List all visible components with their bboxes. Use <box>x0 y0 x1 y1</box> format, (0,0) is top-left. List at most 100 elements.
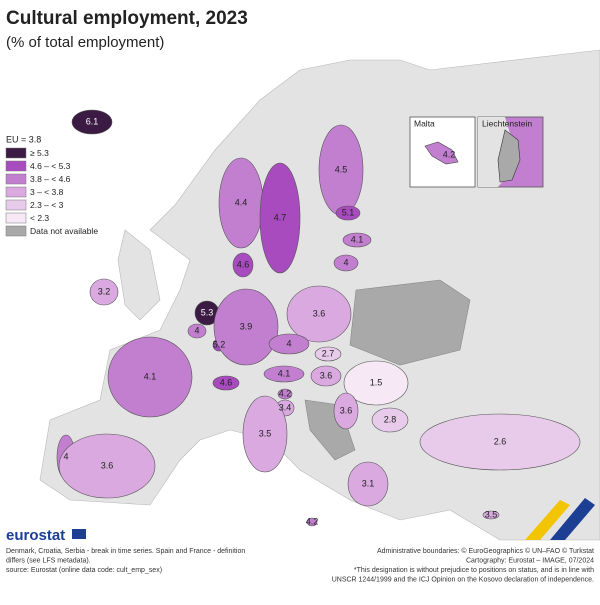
legend-swatch <box>5 173 27 185</box>
inset-title: Liechtenstein <box>482 118 532 128</box>
region <box>342 232 372 248</box>
legend-swatch <box>5 199 27 211</box>
value-label: 4.1 <box>278 368 291 378</box>
region <box>310 365 342 387</box>
footer-credit: Cartography: Eurostat – IMAGE, 07/2024 <box>466 557 594 564</box>
footer-credit: *This designation is without prejudice t… <box>354 567 594 574</box>
footer-note: differs (see LFS metadata). <box>6 557 91 564</box>
region <box>306 517 318 527</box>
malta <box>424 141 459 165</box>
liechtenstein <box>497 129 521 183</box>
value-label: 4 <box>194 325 199 335</box>
value-label: 2.6 <box>494 436 507 446</box>
no-data-area <box>349 279 471 366</box>
value-label: 4.2 <box>306 516 319 526</box>
value-label: 3.5 <box>259 428 272 438</box>
region <box>335 205 361 221</box>
value-label: 2.8 <box>384 414 397 424</box>
legend-swatch <box>5 225 27 237</box>
value-label: 3.6 <box>340 405 353 415</box>
regions <box>56 109 581 527</box>
legend-label: 3.8 – < 4.6 <box>30 174 71 184</box>
value-label: 4.1 <box>144 371 157 381</box>
value-label: 4 <box>63 451 68 461</box>
region <box>419 413 581 471</box>
region <box>259 162 301 274</box>
region <box>286 285 352 343</box>
region <box>187 323 207 339</box>
legend-swatch <box>5 186 27 198</box>
value-label: 4.6 <box>220 377 233 387</box>
footer-credit: UNSCR 1244/1999 and the ICJ Opinion on t… <box>332 576 594 583</box>
region <box>58 433 156 499</box>
legend-swatch <box>5 212 27 224</box>
legend: ≥ 5.3 4.6 – < 5.3 3.8 – < 4.6 3 – < 3.8 2.3 … <box>5 147 98 237</box>
region <box>371 407 409 433</box>
brand: eurostat <box>6 527 65 544</box>
inset-liechtenstein: Liechtenstein <box>477 116 544 188</box>
legend-label: 4.6 – < 5.3 <box>30 161 71 171</box>
footer-credit: Administrative boundaries: © EuroGeograp… <box>377 547 594 555</box>
value-label: 5.3 <box>201 307 214 317</box>
value-label: 5.1 <box>342 207 355 217</box>
value-label: 4.7 <box>274 212 287 222</box>
value-label: 3.5 <box>485 509 498 519</box>
region <box>333 254 359 272</box>
subtitle: (% of total employment) <box>6 34 164 51</box>
region <box>242 395 288 473</box>
inset-title: Malta <box>414 118 435 128</box>
region <box>277 388 293 400</box>
value-label: 5.2 <box>213 339 226 349</box>
region <box>343 360 409 406</box>
footer-note: source: Eurostat (online data code: cult… <box>6 567 162 574</box>
value-label: 3.4 <box>279 402 292 412</box>
legend-label: 3 – < 3.8 <box>30 187 64 197</box>
footer-note: Denmark, Croatia, Serbia - break in time… <box>6 548 245 555</box>
inset-frame <box>409 116 476 188</box>
value-label: 3.6 <box>313 308 326 318</box>
value-label: 4.5 <box>335 164 348 174</box>
region <box>212 375 240 391</box>
region <box>314 346 342 362</box>
value-label: 3.6 <box>320 370 333 380</box>
value-labels: 6.14.44.74.55.14.144.63.25.345.23.93.642… <box>63 116 506 526</box>
region <box>482 510 500 520</box>
region <box>232 252 254 278</box>
region <box>268 333 310 355</box>
logo-stripe <box>525 500 570 540</box>
region <box>107 336 193 418</box>
legend-label: ≥ 5.3 <box>30 148 49 158</box>
value-label: 4.2 <box>279 388 292 398</box>
footer: Denmark, Croatia, Serbia - break in time… <box>6 547 594 584</box>
region <box>71 109 113 135</box>
region <box>89 278 119 306</box>
value-label: 6.1 <box>86 116 99 126</box>
legend-label: Data not available <box>30 226 98 236</box>
legend-label: 2.3 – < 3 <box>30 200 64 210</box>
region <box>347 461 389 507</box>
value-label: 4.4 <box>235 197 248 207</box>
title: Cultural employment, 2023 <box>6 8 248 29</box>
region <box>213 288 279 366</box>
eu-flag <box>72 529 86 539</box>
logo-stripe <box>550 498 595 540</box>
region <box>333 392 359 430</box>
value-label: 4 <box>286 338 291 348</box>
legend-swatch <box>5 147 27 159</box>
legend-swatch <box>5 160 27 172</box>
value-label: 1.5 <box>370 377 383 387</box>
value-label: 4.1 <box>351 234 364 244</box>
value-label: 3.1 <box>362 478 375 488</box>
inset-malta: Malta 4.2 <box>409 116 476 188</box>
region <box>263 365 305 383</box>
legend-title: EU = 3.8 <box>6 134 41 144</box>
value-label: 3.2 <box>98 286 111 296</box>
legend-label: < 2.3 <box>30 213 49 223</box>
great-britain <box>117 229 161 321</box>
value-label: 3.6 <box>101 460 114 470</box>
value-label: 4.6 <box>237 259 250 269</box>
value-label: 4 <box>343 257 348 267</box>
value-label: 3.9 <box>240 321 253 331</box>
value-label: 2.7 <box>322 348 335 358</box>
